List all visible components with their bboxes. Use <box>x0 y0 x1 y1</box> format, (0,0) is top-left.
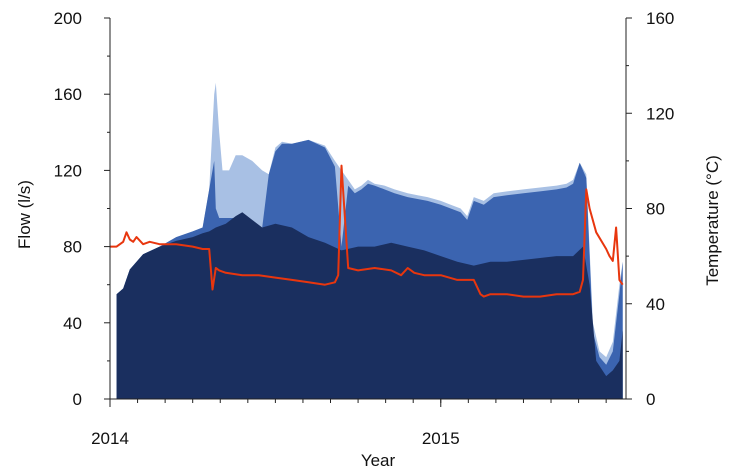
y-left-tick-label: 160 <box>54 85 82 104</box>
y-left-axis-title: Flow (l/s) <box>15 180 34 249</box>
y-right-tick-label: 40 <box>646 295 665 314</box>
line-series-temperature <box>110 164 624 298</box>
y-left-tick-label: 120 <box>54 161 82 180</box>
tick-group: 0 40 80 120 160 200 0 40 80 120 160 2014 2015 <box>54 9 675 448</box>
y-right-tick-label: 80 <box>646 200 665 219</box>
y-left-tick-label: 0 <box>73 390 82 409</box>
x-axis-title: Year <box>361 451 396 470</box>
y-right-axis-title: Temperature (°C) <box>703 155 722 286</box>
area-series-flow-1 <box>116 212 623 399</box>
y-right-tick-label: 160 <box>646 9 674 28</box>
y-right-tick-label: 0 <box>646 390 655 409</box>
y-right-tick-label: 120 <box>646 104 674 123</box>
x-tick-label: 2014 <box>91 429 129 448</box>
x-tick-label: 2015 <box>422 429 460 448</box>
y-left-tick-label: 80 <box>63 238 82 257</box>
y-left-tick-label: 40 <box>63 314 82 333</box>
y-left-tick-label: 200 <box>54 9 82 28</box>
plot-area <box>110 82 624 400</box>
